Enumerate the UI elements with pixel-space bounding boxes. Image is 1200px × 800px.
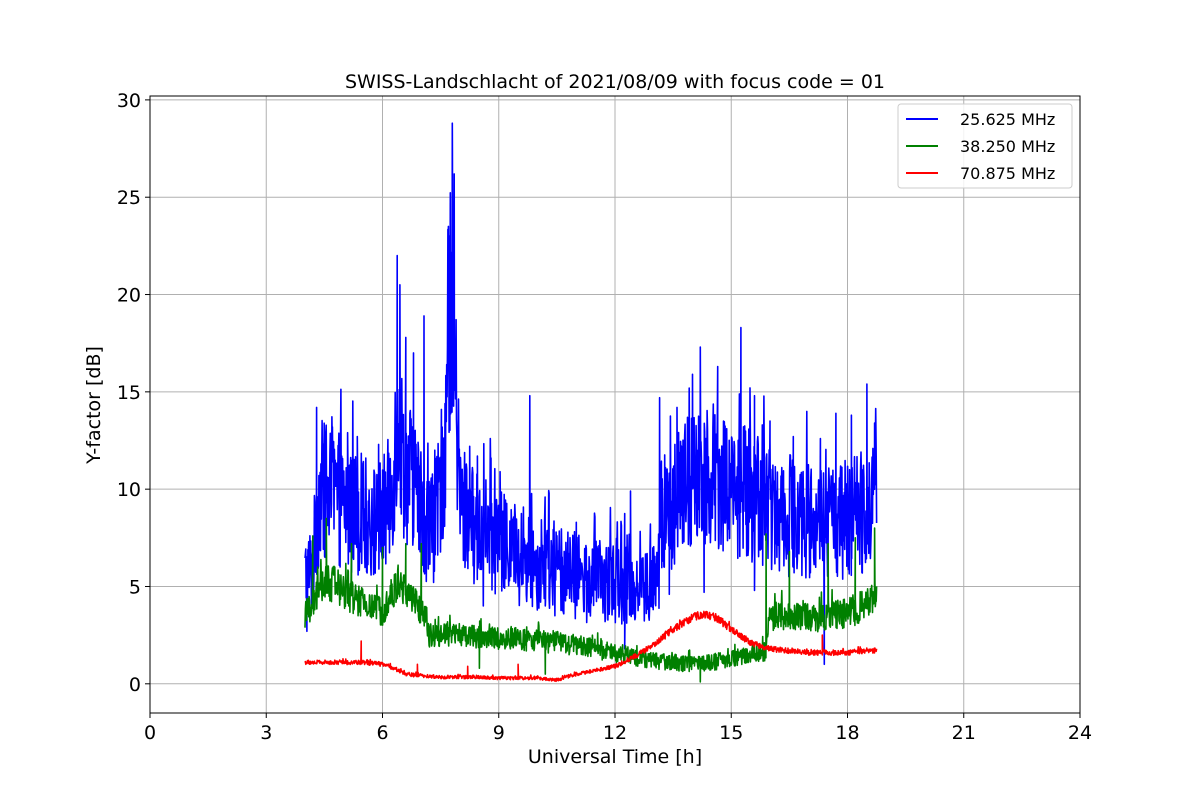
x-tick-label: 12 (603, 722, 627, 744)
legend-box (897, 103, 1073, 189)
series-layer (304, 122, 878, 683)
legend: 25.625 MHz 38.250 MHz 70.875 MHz (897, 103, 1073, 189)
y-tick-label: 15 (117, 382, 141, 404)
x-tick-label: 9 (493, 722, 505, 744)
x-tick-label: 0 (144, 722, 156, 744)
legend-label: 25.625 MHz (960, 110, 1055, 129)
x-tick-label: 15 (719, 722, 743, 744)
y-tick-label: 5 (129, 576, 141, 598)
series-line-3 (304, 610, 878, 683)
y-tick-label: 30 (117, 90, 141, 112)
legend-label: 38.250 MHz (960, 137, 1055, 156)
x-tick-label: 24 (1068, 722, 1092, 744)
x-tick-label: 3 (260, 722, 272, 744)
x-tick-label: 6 (376, 722, 388, 744)
x-tick-label: 21 (952, 722, 976, 744)
y-tick-label: 0 (129, 674, 141, 696)
y-tick-label: 10 (117, 479, 141, 501)
y-tick-label: 25 (117, 187, 141, 209)
legend-label: 70.875 MHz (960, 164, 1055, 183)
series-line-2 (304, 517, 878, 683)
x-axis-label: Universal Time [h] (528, 746, 702, 768)
y-tick-label: 20 (117, 285, 141, 307)
series-line-1 (304, 122, 878, 666)
y-axis-label: Y-factor [dB] (83, 346, 105, 465)
ticks: 0 3 6 9 12 15 18 21 24 0 5 10 15 20 25 30 (117, 90, 1092, 744)
x-tick-label: 18 (835, 722, 859, 744)
chart-title: SWISS-Landschlacht of 2021/08/09 with fo… (345, 71, 885, 93)
